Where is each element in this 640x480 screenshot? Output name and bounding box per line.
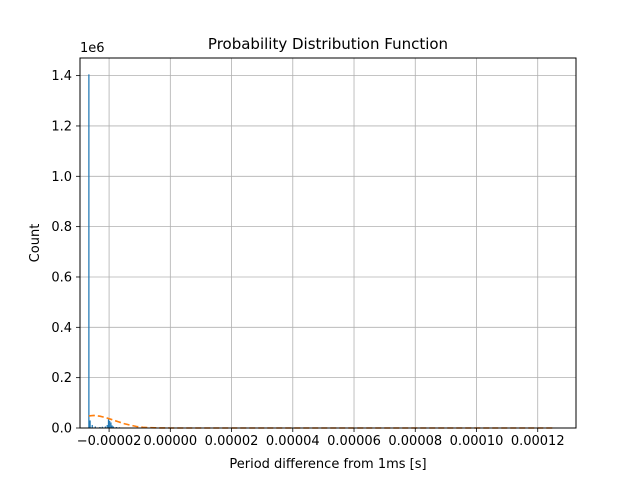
histogram-bar-3 xyxy=(94,426,96,428)
histogram-bar-2 xyxy=(91,424,93,428)
x-tick-label-2: 0.00002 xyxy=(205,434,259,449)
y-offset-label: 1e6 xyxy=(80,41,105,56)
y-tick-label-3: 0.6 xyxy=(51,270,72,285)
histogram-bar-11 xyxy=(111,425,113,428)
x-tick-label-7: 0.00012 xyxy=(511,434,565,449)
histogram-bar-8 xyxy=(107,419,110,428)
y-tick-label-5: 1.0 xyxy=(51,170,72,185)
histogram-bar-7 xyxy=(106,424,108,428)
histogram-bar-13 xyxy=(115,426,118,428)
histogram-bar-1 xyxy=(89,420,91,428)
x-tick-label-4: 0.00006 xyxy=(327,434,381,449)
histogram-bar-6 xyxy=(104,426,107,428)
x-tick-label-1: 0.00000 xyxy=(143,434,197,449)
y-axis-label: Count xyxy=(28,224,43,263)
histogram-bar-0 xyxy=(88,74,90,429)
y-tick-label-7: 1.4 xyxy=(51,69,72,84)
plot-frame xyxy=(79,57,577,429)
x-tick-label-3: 0.00004 xyxy=(266,434,320,449)
y-tick-label-2: 0.4 xyxy=(51,321,72,336)
grid-lines xyxy=(80,58,576,429)
y-tick-label-1: 0.2 xyxy=(51,371,72,386)
y-tick-label-4: 0.8 xyxy=(51,220,72,235)
chart-title: Probability Distribution Function xyxy=(208,35,448,53)
x-tick-label-0: −0.00002 xyxy=(77,434,142,449)
histogram-bars xyxy=(88,74,127,429)
x-tick-label-6: 0.00010 xyxy=(450,434,504,449)
x-axis-label: Period difference from 1ms [s] xyxy=(229,457,426,472)
y-tick-label-6: 1.2 xyxy=(51,119,72,134)
x-tick-label-5: 0.00008 xyxy=(388,434,442,449)
histogram-bar-12 xyxy=(112,426,114,428)
histogram-bar-9 xyxy=(109,420,111,428)
histogram-bar-10 xyxy=(110,422,112,428)
x-axis-ticks: −0.00002 0.00000 0.00002 0.00004 0.00006 0.00… xyxy=(77,428,565,449)
histogram-bar-4 xyxy=(99,426,101,428)
histogram-bar-5 xyxy=(101,426,103,428)
y-axis-ticks: 0.0 0.2 0.4 0.6 0.8 1.0 1.2 1.4 xyxy=(51,69,80,437)
y-tick-label-0: 0.0 xyxy=(51,422,72,437)
